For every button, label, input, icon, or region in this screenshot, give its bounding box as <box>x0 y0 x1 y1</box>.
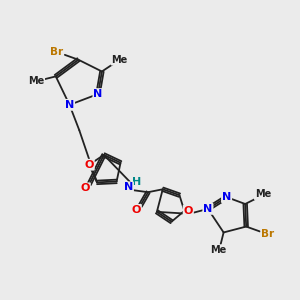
Text: Br: Br <box>261 230 274 239</box>
Text: N: N <box>65 100 74 110</box>
Text: N: N <box>222 192 231 202</box>
Text: N: N <box>124 182 133 192</box>
Text: N: N <box>93 89 103 99</box>
Text: N: N <box>203 204 212 214</box>
Text: O: O <box>184 206 193 216</box>
Text: O: O <box>85 160 94 170</box>
Text: H: H <box>132 177 141 188</box>
Text: Me: Me <box>111 55 128 65</box>
Text: O: O <box>80 183 90 193</box>
Text: Br: Br <box>50 47 63 57</box>
Text: Me: Me <box>255 189 271 199</box>
Text: Me: Me <box>28 76 44 86</box>
Text: Me: Me <box>211 245 227 255</box>
Text: O: O <box>132 205 141 215</box>
